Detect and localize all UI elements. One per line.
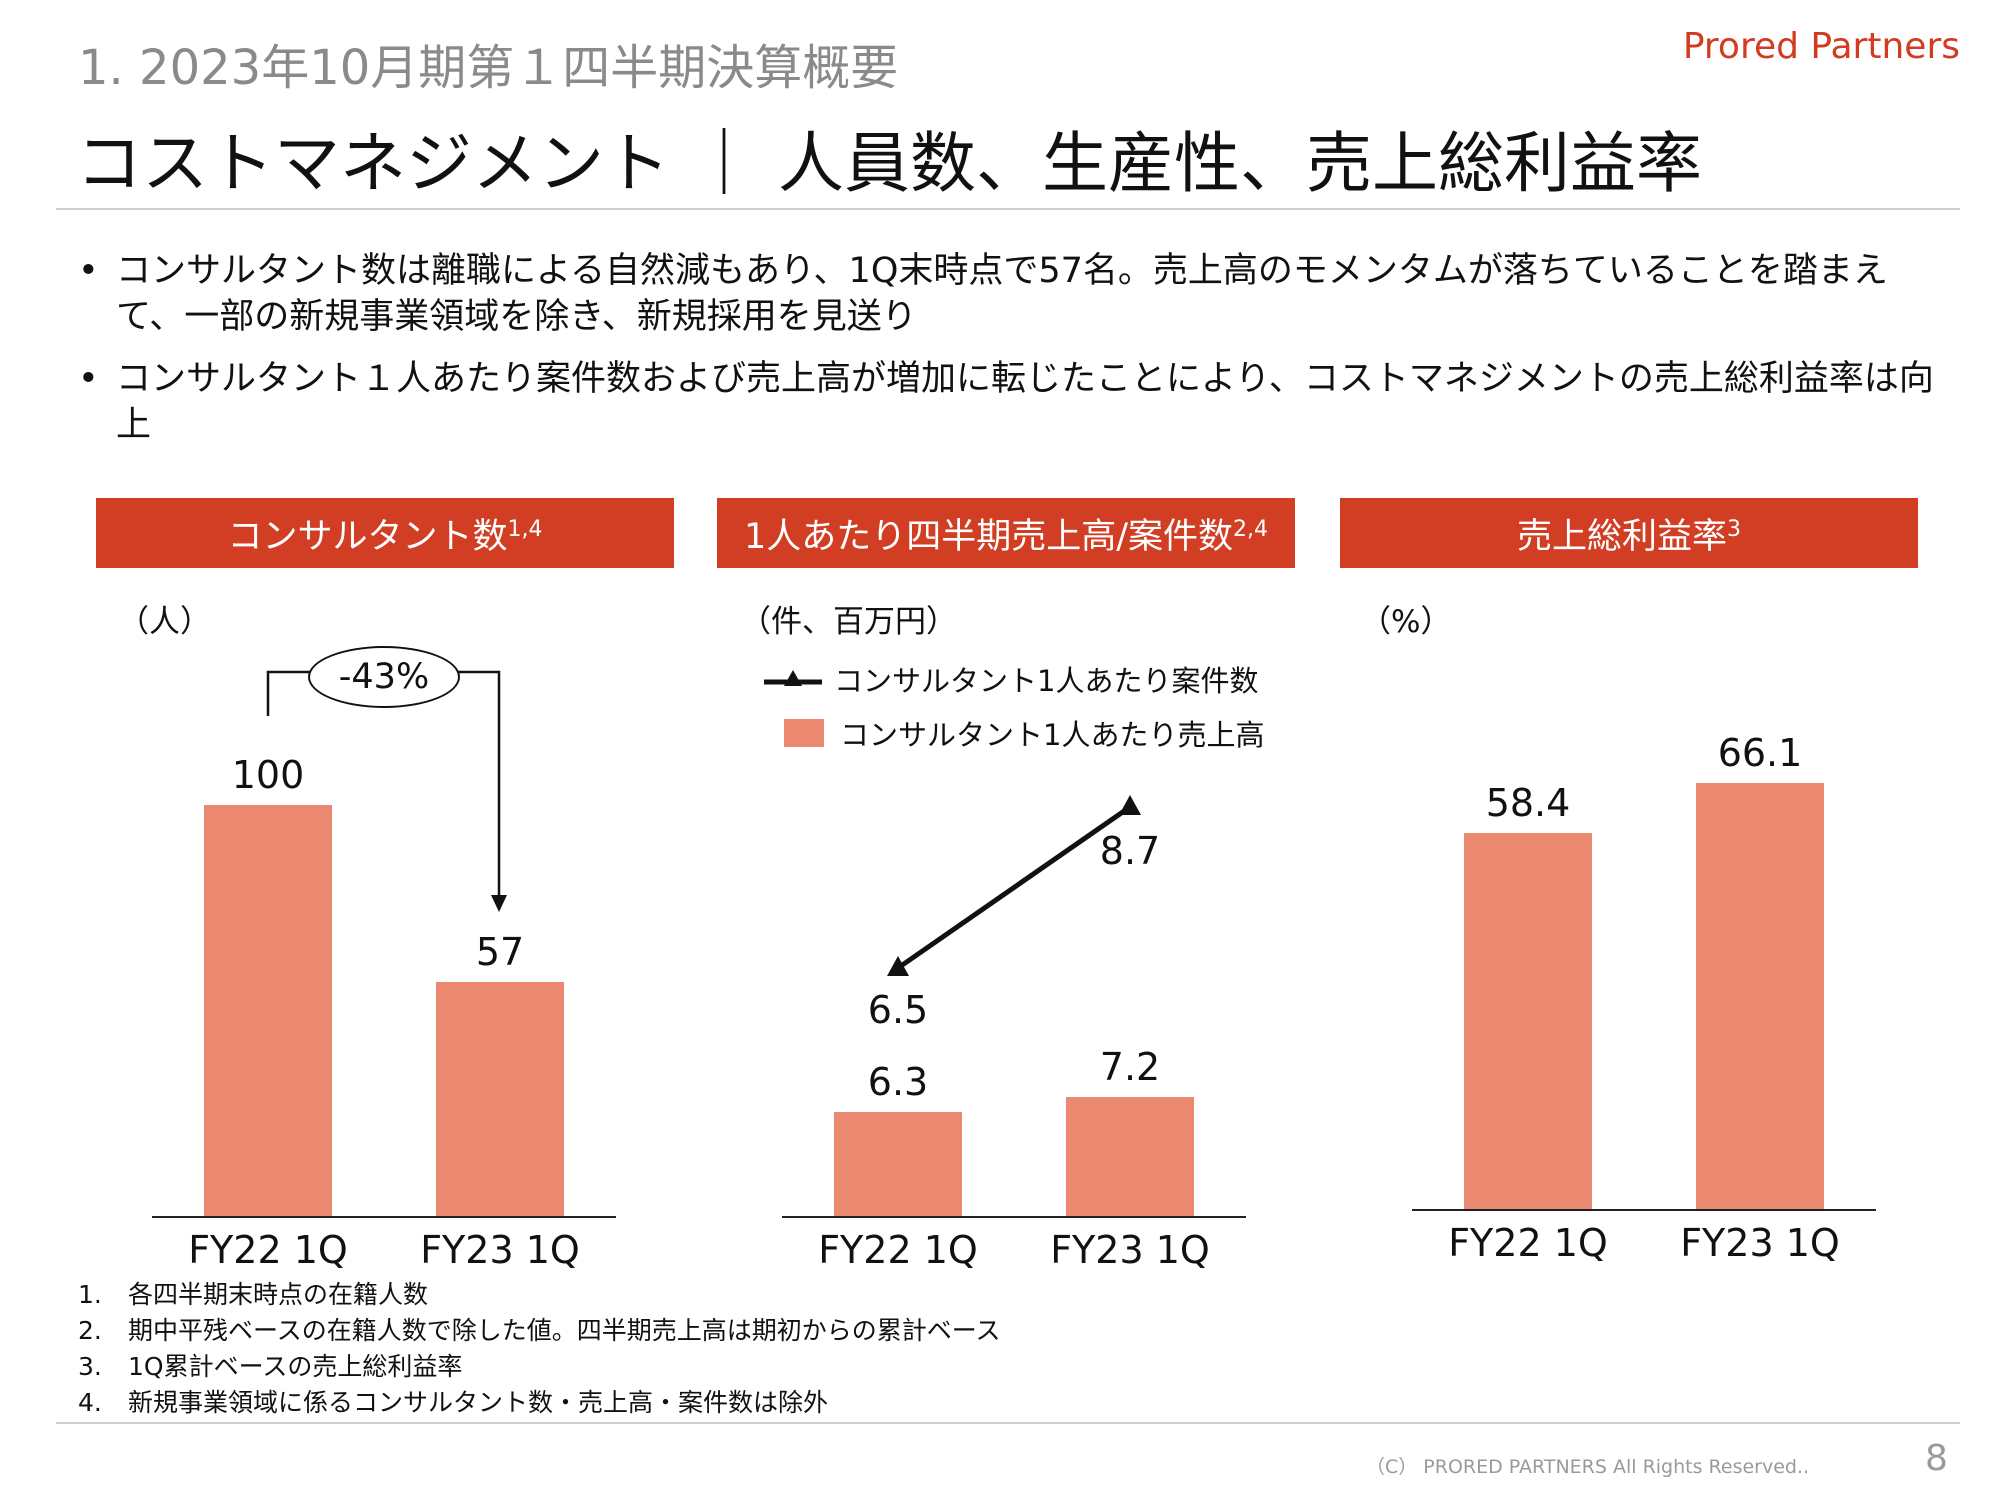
- chart2-bar-value-fy23: 7.2: [1099, 1045, 1161, 1090]
- chart2-title-banner: 1人あたり四半期売上高/案件数 2,4: [717, 498, 1295, 568]
- chart1-title-sup: 1,4: [507, 516, 543, 542]
- breadcrumb: 1. 2023年10月期第１四半期決算概要: [78, 40, 899, 96]
- chart1-value-fy22: 100: [231, 753, 305, 797]
- chart3-title-banner: 売上総利益率 3: [1340, 498, 1918, 568]
- chart3-unit: （%）: [1360, 604, 1452, 640]
- footnote-item: 3. 1Q累計ベースの売上総利益率: [78, 1349, 1001, 1385]
- chart2-xlabel-fy23: FY23 1Q: [1050, 1228, 1210, 1272]
- annotation-arrowhead: [491, 895, 507, 912]
- chart2-line-marker-fy22: [887, 956, 909, 976]
- chart1-xlabel-fy23: FY23 1Q: [420, 1228, 580, 1272]
- footnote-item: 2. 期中平残ベースの在籍人数で除した値。四半期売上高は期初からの累計ベース: [78, 1313, 1001, 1349]
- footnote-number: 3.: [78, 1352, 102, 1381]
- chart2-unit: （件、百万円）: [740, 604, 957, 640]
- chart3-value-fy23: 66.1: [1717, 731, 1803, 776]
- footnote-number: 1.: [78, 1280, 102, 1309]
- chart3-title-sup: 3: [1727, 516, 1741, 542]
- bullet-item: コンサルタント数は離職による自然減もあり、1Q末時点で57名。売上高のモメンタム…: [78, 248, 1938, 340]
- chart3-baseline: [1412, 1209, 1876, 1211]
- company-logo: Prored Partners: [1682, 26, 1960, 67]
- chart3-title: 売上総利益率: [1516, 516, 1727, 557]
- bullet-list: コンサルタント数は離職による自然減もあり、1Q末時点で57名。売上高のモメンタム…: [78, 248, 1938, 464]
- chart1-unit: （人）: [118, 604, 211, 640]
- footnote-number: 2.: [78, 1316, 102, 1345]
- chart3-bar-fy23: [1696, 783, 1824, 1209]
- chart2-line-marker-fy23: [1119, 794, 1141, 815]
- title-divider: [56, 208, 1960, 210]
- chart2-baseline: [782, 1216, 1246, 1218]
- chart1-title: コンサルタント数: [227, 516, 508, 557]
- footnote-item: 1. 各四半期末時点の在籍人数: [78, 1277, 1001, 1313]
- chart1-value-fy23: 57: [475, 929, 525, 974]
- footnote-number: 4.: [78, 1388, 102, 1417]
- footnotes: 1. 各四半期末時点の在籍人数 2. 期中平残ベースの在籍人数で除した値。四半期売上…: [78, 1277, 1001, 1421]
- chart2-bar-fy23: [1066, 1097, 1194, 1216]
- footnote-text: 新規事業領域に係るコンサルタント数・売上高・案件数は除外: [128, 1388, 829, 1417]
- footnote-text: 各四半期末時点の在籍人数: [128, 1280, 429, 1309]
- legend-item-line: コンサルタント1人あたり案件数: [762, 658, 1264, 700]
- chart2-title-sup: 2,4: [1233, 516, 1269, 542]
- annotation-line-right: [456, 670, 501, 900]
- footnote-text: 期中平残ベースの在籍人数で除した値。四半期売上高は期初からの累計ベース: [128, 1316, 1001, 1345]
- chart1-bar-fy23: [436, 981, 564, 1216]
- chart2-series-line: [896, 804, 1132, 971]
- chart2-line-value-fy22: 6.5: [867, 988, 929, 1032]
- legend-item-bar: コンサルタント1人あたり売上高: [784, 712, 1264, 754]
- chart1-title-banner: コンサルタント数 1,4: [96, 498, 674, 568]
- legend-label-bar: コンサルタント1人あたり売上高: [840, 718, 1265, 752]
- copyright-text: （C） PRORED PARTNERS All Rights Reserved.…: [1366, 1456, 1810, 1478]
- page-number: 8: [1925, 1438, 1948, 1479]
- legend-bar-swatch: [784, 719, 824, 747]
- chart3-xlabel-fy23: FY23 1Q: [1680, 1221, 1840, 1265]
- chart2-legend: コンサルタント1人あたり案件数 コンサルタント1人あたり売上高: [762, 658, 1264, 754]
- chart2-xlabel-fy22: FY22 1Q: [818, 1228, 978, 1272]
- chart3-value-fy22: 58.4: [1485, 780, 1571, 825]
- annotation-line-left: [266, 670, 318, 716]
- chart2-title: 1人あたり四半期売上高/案件数: [743, 516, 1234, 557]
- chart1-bar-fy22: [204, 805, 332, 1216]
- footnote-text: 1Q累計ベースの売上総利益率: [128, 1352, 463, 1381]
- legend-label-line: コンサルタント1人あたり案件数: [834, 664, 1259, 698]
- chart3-xlabel-fy22: FY22 1Q: [1448, 1221, 1608, 1265]
- chart2-bar-value-fy22: 6.3: [867, 1060, 929, 1105]
- chart2-line-value-fy23: 8.7: [1099, 828, 1161, 873]
- legend-line-triangle-icon: [764, 670, 822, 686]
- chart2-bar-fy22: [834, 1112, 962, 1216]
- bullet-item: コンサルタント１人あたり案件数および売上高が増加に転じたことにより、コストマネジ…: [78, 356, 1938, 448]
- page-title: コストマネジメント ｜ 人員数、生産性、売上総利益率: [76, 125, 1702, 202]
- chart1-xlabel-fy22: FY22 1Q: [188, 1228, 348, 1272]
- footer-divider: [56, 1422, 1960, 1424]
- footnote-item: 4. 新規事業領域に係るコンサルタント数・売上高・案件数は除外: [78, 1385, 1001, 1421]
- chart1-baseline: [152, 1216, 616, 1218]
- chart3-bar-fy22: [1464, 832, 1592, 1209]
- change-annotation: -43%: [308, 646, 460, 708]
